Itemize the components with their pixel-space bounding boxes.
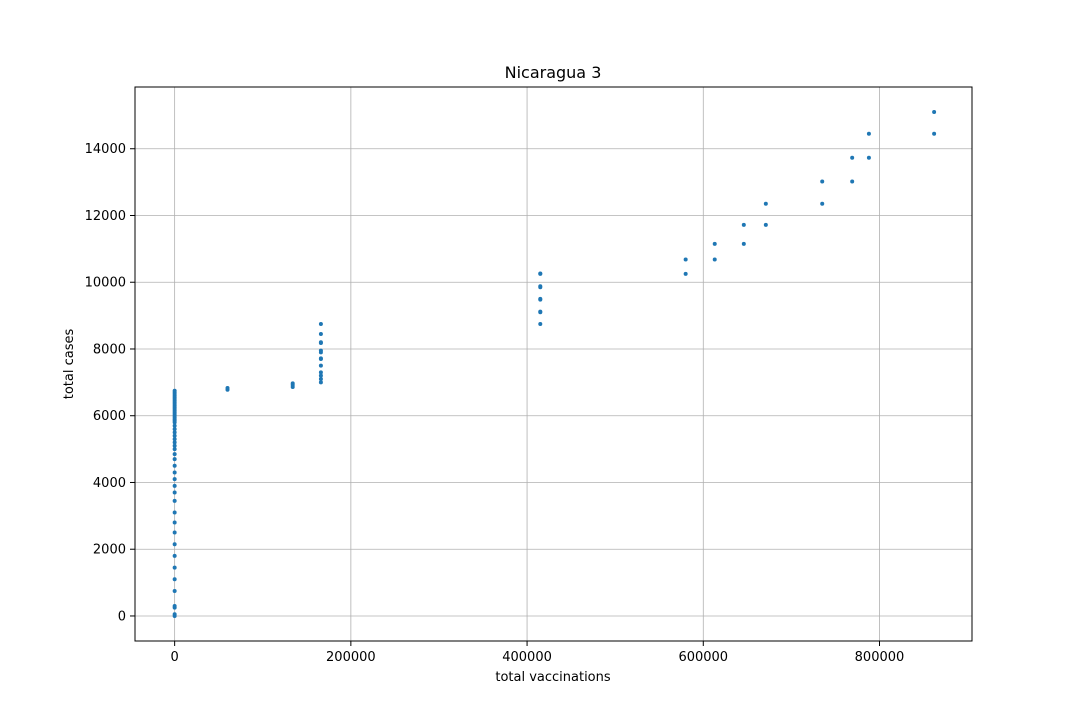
data-point: [538, 284, 543, 289]
data-point: [538, 271, 543, 276]
y-tick-label: 6000: [93, 409, 126, 424]
x-tick-label: 0: [171, 650, 179, 665]
data-point: [172, 553, 177, 558]
data-point: [318, 373, 323, 378]
data-point: [172, 433, 177, 438]
data-point: [172, 603, 177, 608]
data-point: [225, 386, 230, 391]
data-point: [932, 131, 937, 136]
y-tick-label: 8000: [93, 342, 126, 357]
data-point: [172, 498, 177, 503]
data-point: [172, 483, 177, 488]
data-point: [763, 201, 768, 206]
data-point: [318, 380, 323, 385]
data-point: [712, 257, 717, 262]
data-point: [290, 381, 295, 386]
data-point: [172, 388, 177, 393]
y-axis-label: total cases: [62, 329, 77, 400]
data-point: [172, 477, 177, 482]
data-point: [172, 530, 177, 535]
x-tick-label: 200000: [326, 650, 376, 665]
data-point: [172, 510, 177, 515]
y-tick-label: 10000: [85, 276, 126, 291]
data-point: [172, 490, 177, 495]
data-point: [932, 110, 937, 115]
data-point: [172, 457, 177, 462]
data-point: [318, 331, 323, 336]
y-tick-label: 2000: [93, 543, 126, 558]
data-point: [850, 179, 855, 184]
y-axis-ticks: 0 2000 4000 6000 8000 10000 12000 14000: [85, 142, 135, 624]
data-point: [172, 577, 177, 582]
data-point: [538, 309, 543, 314]
data-point: [318, 356, 323, 361]
x-axis-ticks: 0 200000 400000 600000 800000: [171, 641, 905, 665]
data-point: [741, 241, 746, 246]
x-tick-label: 400000: [502, 650, 552, 665]
data-point: [318, 340, 323, 345]
data-point: [318, 348, 323, 353]
data-point: [820, 179, 825, 184]
data-point: [172, 423, 177, 428]
data-point: [172, 440, 177, 445]
data-point: [172, 520, 177, 525]
chart-title: Nicaragua 3: [505, 63, 602, 82]
data-point: [172, 437, 177, 442]
data-point: [318, 363, 323, 368]
data-point: [172, 443, 177, 448]
data-point: [172, 463, 177, 468]
data-point: [866, 155, 871, 160]
data-point: [172, 447, 177, 452]
data-point: [318, 370, 323, 375]
data-point: [172, 565, 177, 570]
data-point: [763, 222, 768, 227]
data-point: [683, 257, 688, 262]
data-point: [850, 155, 855, 160]
data-point: [712, 241, 717, 246]
data-point: [172, 430, 177, 435]
data-point: [172, 612, 177, 617]
grid-lines: [135, 87, 972, 641]
y-tick-label: 12000: [85, 209, 126, 224]
x-tick-label: 600000: [678, 650, 728, 665]
y-tick-label: 14000: [85, 142, 126, 157]
data-point: [172, 588, 177, 593]
data-point: [538, 296, 543, 301]
x-tick-label: 800000: [855, 650, 905, 665]
data-point: [318, 377, 323, 382]
data-point: [683, 271, 688, 276]
data-point: [866, 131, 871, 136]
data-point: [318, 321, 323, 326]
data-points: [172, 110, 937, 618]
data-point: [172, 542, 177, 547]
data-point: [172, 470, 177, 475]
plot-frame: [134, 86, 973, 642]
data-point: [538, 321, 543, 326]
data-point: [172, 427, 177, 432]
data-point: [820, 201, 825, 206]
x-axis-label: total vaccinations: [495, 670, 611, 685]
y-tick-label: 4000: [93, 476, 126, 491]
y-tick-label: 0: [118, 609, 126, 624]
data-point: [172, 452, 177, 457]
data-point: [741, 222, 746, 227]
